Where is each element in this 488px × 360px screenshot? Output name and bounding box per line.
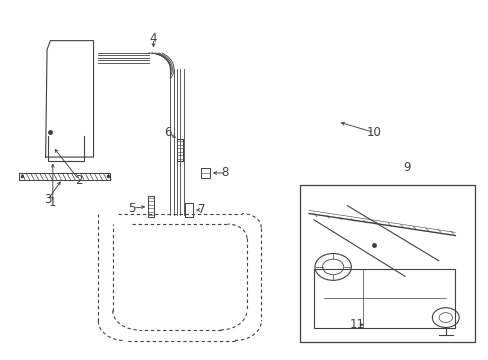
- Text: 6: 6: [164, 126, 171, 139]
- Text: 10: 10: [366, 126, 381, 139]
- Text: 11: 11: [349, 318, 364, 331]
- Text: 1: 1: [49, 197, 57, 210]
- Bar: [201, 168, 209, 178]
- Text: 4: 4: [149, 32, 157, 45]
- Text: 9: 9: [403, 161, 410, 174]
- Bar: [299, 185, 473, 342]
- Text: 5: 5: [128, 202, 135, 215]
- Bar: [313, 269, 454, 328]
- Text: 2: 2: [75, 174, 83, 186]
- Text: 3: 3: [44, 193, 52, 206]
- Text: 8: 8: [221, 166, 228, 179]
- Text: 7: 7: [197, 203, 204, 216]
